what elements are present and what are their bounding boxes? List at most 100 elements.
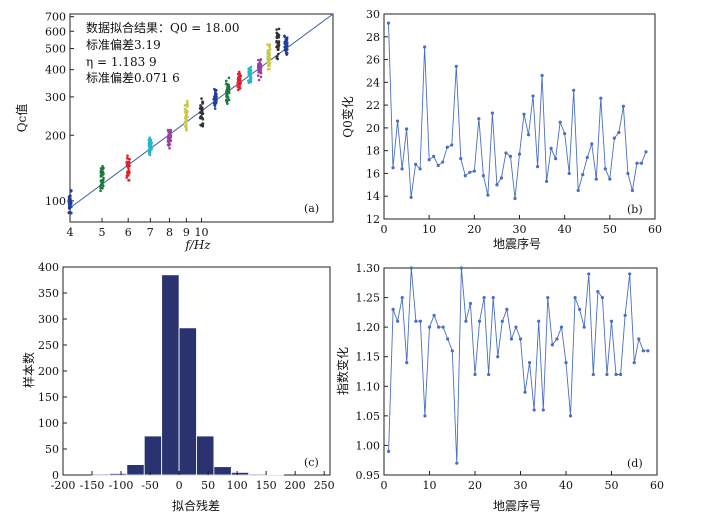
- panel-a-point: [99, 189, 102, 193]
- panel-b-point: [545, 179, 549, 184]
- panel-a-y-tick-label: 500: [45, 43, 66, 56]
- panel-d-point: [555, 337, 559, 341]
- panel-c-y-tick-label: 350: [38, 287, 59, 300]
- panel-b-point: [581, 172, 585, 177]
- panel-d-point: [528, 361, 532, 365]
- panel-d-point: [628, 272, 632, 276]
- panel-a-x-tick-label: 4: [67, 226, 74, 239]
- annotation-q0-std: 标准偏差3.19: [86, 37, 161, 52]
- panel-d-point: [600, 295, 605, 300]
- panel-a-point: [100, 173, 104, 176]
- panel-b-point: [504, 151, 508, 155]
- panel-a-point: [267, 64, 270, 68]
- panel-b-point: [404, 127, 409, 131]
- panel-a-cluster: [99, 164, 105, 193]
- panel-a-cluster: [236, 70, 242, 92]
- panel-a-point: [168, 146, 171, 150]
- panel-a-y-tick-label: 300: [45, 91, 66, 104]
- panel-a-x-tick-label: 9: [183, 226, 190, 239]
- panel-a-point: [185, 118, 188, 122]
- panel-c-y-tick-label: 400: [38, 261, 59, 274]
- panel-a-cluster: [246, 65, 253, 85]
- panel-b-x-label: 地震序号: [493, 236, 541, 251]
- panel-d-point: [532, 408, 536, 412]
- panel-b-x-tick-label: 20: [467, 223, 481, 236]
- panel-c: -200 -150 -100 -50 0 50 100 150 200 250 0 50 100 150 2…: [21, 261, 335, 513]
- panel-b-y-tick-label: 12: [366, 213, 380, 226]
- panel-d-point: [564, 361, 568, 365]
- panel-d-point: [418, 319, 422, 323]
- panel-d-point: [537, 319, 541, 323]
- panel-d-point: [487, 372, 491, 377]
- panel-a-point: [277, 52, 280, 56]
- panel-a-point: [213, 107, 217, 110]
- panel-b-point: [599, 96, 603, 100]
- panel-d-point: [550, 343, 554, 347]
- panel-a-point: [147, 142, 151, 146]
- panel-a-x-tick-label: 5: [99, 226, 106, 239]
- panel-d-point: [441, 325, 445, 329]
- panel-a-point: [227, 98, 231, 102]
- panel-d-x-tick-label: 40: [559, 479, 573, 492]
- panel-a-point: [285, 37, 288, 41]
- panel-d-y-label: 指数变化: [335, 347, 350, 395]
- panel-a-cluster: [224, 76, 231, 105]
- panel-b-y-tick-label: 30: [366, 8, 380, 21]
- panel-a-point: [275, 55, 279, 58]
- panel-d-point: [623, 313, 627, 317]
- panel-d-point: [427, 325, 432, 329]
- panel-c-y-tick-label: 100: [38, 417, 59, 430]
- panel-c-y-label: 样本数: [21, 352, 36, 388]
- panel-b-point: [463, 174, 467, 178]
- panel-b-point: [508, 154, 513, 158]
- panel-d-x-label: 地震序号: [493, 498, 541, 513]
- panel-b-point: [459, 157, 463, 161]
- panel-b-point: [585, 155, 589, 160]
- panel-a-point: [256, 74, 260, 77]
- panel-a-point: [277, 43, 281, 47]
- panel-d-point: [432, 313, 436, 317]
- panel-a-point: [259, 75, 263, 79]
- panel-a-point: [200, 106, 204, 109]
- panel-c-bar: [91, 473, 110, 476]
- panel-a-point: [69, 205, 73, 209]
- panel-c-bar: [178, 327, 197, 476]
- panel-b-point: [386, 21, 391, 25]
- panel-b-point: [554, 157, 558, 161]
- panel-c-x-tick-label: -100: [109, 479, 134, 492]
- panel-d-point: [423, 414, 427, 418]
- panel-d-y-tick-label: 0.95: [356, 469, 381, 482]
- panel-a-cluster: [166, 128, 173, 150]
- panel-c-bar: [143, 435, 163, 476]
- panel-a-point: [148, 136, 152, 140]
- panel-b-point: [409, 195, 413, 199]
- panel-d-letter: (d): [627, 457, 643, 470]
- panel-a-annotations: 数据拟合结果：Q0 = 18.00 标准偏差3.19 η = 1.183 9 标…: [86, 20, 240, 85]
- annotation-fit-result: 数据拟合结果：Q0 = 18.00: [86, 20, 240, 35]
- panel-b-y-tick-label: 14: [366, 190, 380, 203]
- panel-d-point: [518, 337, 523, 341]
- panel-b-point: [612, 136, 616, 140]
- panel-b-point: [594, 177, 598, 181]
- panel-d-point: [477, 319, 482, 323]
- panel-a-y-tick-label: 700: [45, 11, 66, 24]
- panel-a-point: [101, 167, 104, 171]
- panel-b-point: [621, 104, 625, 108]
- panel-a-point: [200, 97, 203, 100]
- panel-a-point: [213, 87, 216, 91]
- panel-a-point: [277, 27, 281, 31]
- panel-a-point: [257, 69, 261, 73]
- panel-a-point: [247, 70, 250, 73]
- panel-b-point: [450, 143, 454, 147]
- panel-a-point: [201, 112, 204, 115]
- panel-a-point: [185, 112, 189, 116]
- panel-b-point: [477, 117, 481, 121]
- panel-d-point: [414, 319, 418, 323]
- panel-d-point: [386, 449, 391, 453]
- panel-d-point: [446, 337, 450, 341]
- panel-d-point: [578, 307, 582, 311]
- panel-a-cluster: [125, 154, 131, 182]
- panel-b-point: [395, 119, 400, 123]
